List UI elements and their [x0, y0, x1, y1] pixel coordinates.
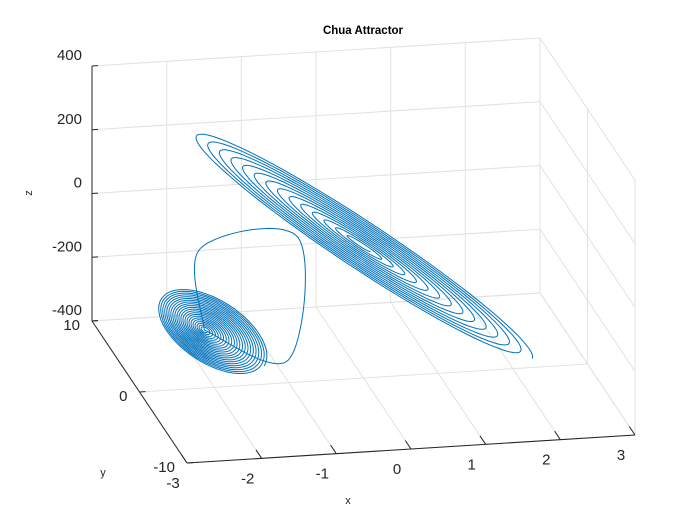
y-tick-label: 0: [119, 388, 127, 405]
x-axis-label: x: [345, 495, 351, 507]
y-tick-label: 10: [63, 317, 80, 334]
z-axis-label: z: [23, 190, 35, 196]
x-tick-label: 3: [617, 447, 625, 464]
x-tick-label: 0: [393, 461, 401, 478]
x-tick-mark: [554, 430, 561, 440]
z-tick-label: 0: [74, 175, 82, 192]
chart-title: Chua Attractor: [323, 25, 404, 37]
x-tick-mark: [330, 444, 337, 454]
grid-line: [539, 165, 636, 308]
z-tick-label: -200: [52, 238, 82, 255]
x-tick-label: -3: [166, 475, 179, 492]
grid-line: [91, 228, 541, 258]
x-tick-label: 1: [467, 456, 475, 473]
grid-line: [539, 101, 636, 245]
z-tick-label: -400: [52, 302, 82, 319]
y-axis-label: y: [100, 467, 106, 479]
x-tick-mark: [404, 440, 412, 450]
grid-line: [91, 165, 541, 194]
z-tick-label: 400: [57, 47, 82, 64]
x-tick-mark: [479, 435, 487, 445]
trajectory-line-transition: [193, 227, 306, 365]
x-tick-label: 2: [542, 452, 550, 469]
grid-line: [91, 37, 541, 67]
trajectory-line-lower-spiral: [158, 289, 268, 374]
x-tick-label: -1: [316, 466, 329, 483]
z-tick-label: 200: [57, 111, 82, 128]
x-tick-mark: [255, 449, 263, 459]
y-tick-label: -10: [153, 459, 175, 476]
grid-line: [539, 228, 636, 372]
trajectory-line-upper-spiral: [195, 133, 534, 359]
grid-line: [139, 363, 588, 393]
x-tick-mark: [180, 454, 188, 464]
x-tick-mark: [628, 426, 636, 436]
data-layer: [158, 133, 534, 374]
x-tick-label: -2: [241, 470, 254, 487]
grid-line: [91, 101, 541, 131]
grid-line: [539, 37, 636, 181]
